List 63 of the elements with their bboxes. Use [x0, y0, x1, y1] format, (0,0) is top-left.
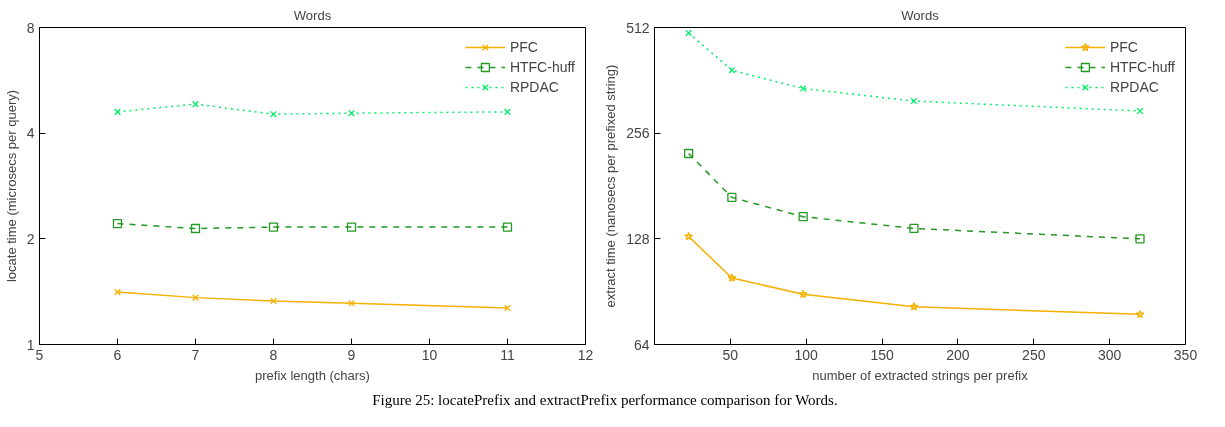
x-axis-title: number of extracted strings per prefix [812, 367, 1029, 383]
x-tick-label: 9 [347, 346, 356, 363]
chart-title: Words [901, 7, 940, 23]
point [727, 273, 737, 282]
point [192, 294, 199, 302]
point [683, 148, 694, 159]
point [727, 192, 737, 203]
legend-label: HTFC-huff [509, 59, 575, 75]
point [114, 288, 121, 296]
point [346, 222, 357, 232]
point [909, 223, 919, 234]
point [798, 289, 808, 299]
y-tick-label: 8 [26, 19, 35, 36]
point [1135, 309, 1145, 319]
point [112, 218, 123, 229]
x-tick-label: 200 [946, 346, 970, 363]
x-tick-label: 10 [421, 346, 438, 363]
x-axis-title: prefix length (chars) [255, 367, 370, 383]
y-axis-title: locate time (microsecs per query) [3, 89, 19, 283]
point [270, 297, 277, 305]
point [114, 108, 121, 116]
legend-label: PFC [1109, 39, 1138, 55]
point [268, 222, 279, 232]
point [799, 85, 807, 93]
y-axis-title: extract time (nanosecs per prefixed string) [603, 64, 619, 308]
x-tick-label: 5 [35, 346, 44, 363]
point [192, 100, 199, 108]
chart-title: Words [293, 7, 332, 23]
y-tick-label: 2 [26, 230, 35, 247]
point [798, 212, 808, 222]
x-tick-label: 6 [113, 346, 122, 363]
x-tick-label: 150 [870, 346, 894, 363]
x-tick-label: 11 [500, 346, 515, 363]
point [909, 302, 919, 311]
x-tick-label: 7 [191, 346, 200, 363]
y-tick-label: 128 [626, 230, 650, 247]
x-tick-label: 350 [1173, 346, 1198, 363]
point [348, 299, 355, 307]
point [348, 109, 355, 117]
x-tick-label: 50 [722, 346, 739, 363]
legend-label: PFC [509, 39, 538, 55]
point [684, 231, 694, 241]
point [685, 29, 693, 37]
x-tick-label: 300 [1097, 346, 1122, 363]
point [190, 223, 201, 234]
y-tick-label: 512 [626, 19, 650, 36]
y-tick-label: 1 [26, 336, 35, 353]
y-tick-label: 64 [633, 336, 650, 353]
point [270, 110, 277, 118]
point [504, 304, 511, 312]
y-tick-label: 256 [626, 125, 650, 142]
x-tick-label: 100 [794, 346, 819, 363]
x-tick-label: 8 [269, 346, 278, 363]
point [1135, 234, 1145, 244]
x-tick-label: 250 [1022, 346, 1046, 363]
point [502, 222, 513, 232]
legend-label: RPDAC [509, 79, 559, 95]
x-tick-label: 12 [577, 346, 594, 363]
point [504, 108, 511, 116]
legend-label: RPDAC [1109, 79, 1159, 95]
legend-label: HTFC-huff [1109, 59, 1175, 75]
caption: Figure 25: locatePrefix and extractPrefix performance comparison for Words. [372, 391, 838, 410]
y-tick-label: 4 [26, 125, 35, 142]
